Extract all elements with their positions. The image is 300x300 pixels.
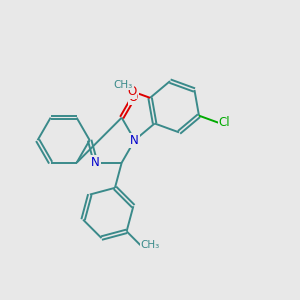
Text: CH₃: CH₃ bbox=[140, 240, 160, 250]
Text: O: O bbox=[127, 85, 136, 98]
Text: O: O bbox=[129, 91, 138, 104]
Text: N: N bbox=[91, 156, 100, 169]
Text: CH₃: CH₃ bbox=[113, 80, 133, 89]
Text: N: N bbox=[130, 134, 139, 147]
Text: Cl: Cl bbox=[218, 116, 230, 129]
